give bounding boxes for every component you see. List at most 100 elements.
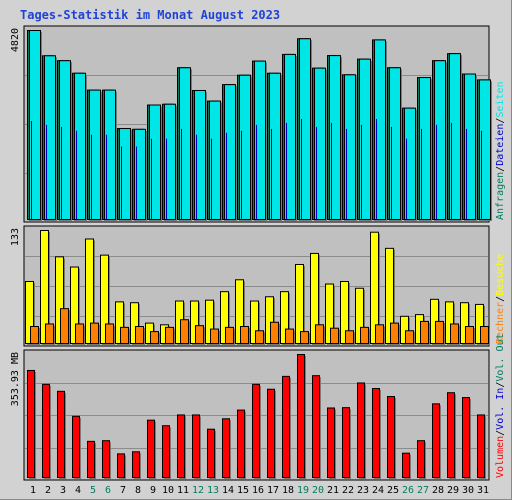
legend-entry: Anfragen (495, 172, 506, 220)
visits-bar (70, 266, 79, 345)
sites-bar (375, 324, 384, 344)
x-tick-label: 12 (192, 485, 204, 496)
sites-bar (210, 328, 219, 345)
volume-bar (57, 390, 65, 479)
x-tick-label: 10 (162, 485, 174, 496)
visits-bar (85, 238, 94, 345)
pages-bar (344, 74, 356, 220)
sites-bar (480, 326, 489, 344)
pages-bar (374, 39, 386, 221)
volume-bar (132, 451, 140, 478)
x-tick-label: 11 (177, 485, 189, 496)
volume-bar (117, 453, 125, 478)
x-tick-label: 7 (120, 485, 126, 496)
legend-separator: / (495, 166, 506, 172)
sites-bar (150, 331, 159, 344)
pages-bar (254, 60, 266, 220)
volume-bar (87, 440, 95, 479)
legend-entry: Vol. Out (495, 333, 506, 381)
legend-entry: Besuche (495, 254, 506, 296)
visits-axis-label: 133 (10, 228, 21, 246)
volume-bar (462, 397, 470, 478)
volume-bar (297, 353, 305, 479)
pages-bar (359, 58, 371, 220)
x-tick-label: 28 (432, 485, 444, 496)
legend-requests: Anfragen/Dateien/Seiten (495, 81, 506, 220)
sites-bar (30, 326, 39, 344)
legend-entry: Dateien (495, 124, 506, 166)
volume-bar (387, 396, 395, 479)
sites-bar (240, 326, 249, 344)
x-tick-label: 30 (462, 485, 474, 496)
volume-bar (72, 415, 80, 478)
pages-bar (29, 30, 41, 220)
x-tick-label: 23 (357, 485, 369, 496)
visits-bar (100, 254, 109, 344)
pages-bar (209, 100, 221, 220)
x-axis-labels: 1 2 3 4 5 6 7 8 9 10 11 12 13 14 15 16 17 18 19 20 21 22 23 24 2… (30, 485, 489, 496)
volume-bar (342, 407, 350, 479)
volume-bar (327, 407, 335, 478)
visits-bar (385, 247, 394, 344)
legend-entry: Seiten (495, 81, 506, 117)
sites-bar (60, 308, 69, 344)
volume-bar (447, 392, 455, 479)
volume-bars (27, 353, 486, 479)
volume-bar (102, 440, 110, 478)
x-tick-label: 14 (222, 485, 234, 496)
sites-bar (225, 326, 234, 345)
x-tick-label: 21 (327, 485, 339, 496)
visits-bar (370, 231, 379, 344)
sites-bar (75, 323, 84, 345)
pages-bar (389, 67, 401, 220)
x-tick-label: 4 (75, 485, 81, 496)
x-tick-label: 24 (372, 485, 384, 496)
volume-bar (267, 388, 275, 478)
volume-bar (357, 382, 365, 479)
pages-bar (299, 38, 311, 221)
x-tick-label: 5 (90, 485, 96, 496)
sites-bar (135, 326, 144, 344)
sites-bar (195, 325, 204, 345)
x-tick-label: 9 (150, 485, 156, 496)
visits-bar (115, 301, 124, 344)
volume-bar (207, 428, 215, 479)
visits-bar (340, 280, 349, 345)
volume-bar (177, 414, 185, 478)
x-tick-label: 20 (312, 485, 324, 496)
sites-bar (330, 327, 339, 344)
sites-bar (435, 320, 444, 344)
x-tick-label: 26 (402, 485, 414, 496)
sites-bar (390, 322, 399, 344)
pages-bar (119, 128, 131, 221)
sites-bar (90, 322, 99, 344)
sites-bar (420, 320, 429, 344)
volume-bar (402, 452, 410, 478)
pages-bar (164, 103, 176, 220)
sites-bar (450, 323, 459, 345)
requests-bars (27, 30, 492, 222)
x-tick-label: 31 (477, 485, 489, 496)
x-tick-label: 18 (282, 485, 294, 496)
sites-bar (180, 319, 189, 345)
sites-bar (270, 321, 279, 344)
visits-bar (130, 302, 139, 345)
sites-bar (165, 326, 174, 345)
pages-bar (104, 89, 116, 221)
pages-bar (329, 55, 341, 221)
volume-bar (477, 414, 485, 478)
volume-bar (432, 403, 440, 478)
visits-bar (220, 291, 229, 345)
volume-bar (252, 383, 260, 479)
pages-bar (149, 104, 161, 220)
volume-bar (222, 418, 230, 478)
sites-bar (315, 324, 324, 344)
x-tick-label: 19 (297, 485, 309, 496)
visits-bar (250, 300, 259, 344)
legend-entry: Vol. In (495, 388, 506, 430)
legend-separator: / (495, 296, 506, 302)
sites-bar (405, 330, 414, 345)
sites-bar (360, 326, 369, 345)
